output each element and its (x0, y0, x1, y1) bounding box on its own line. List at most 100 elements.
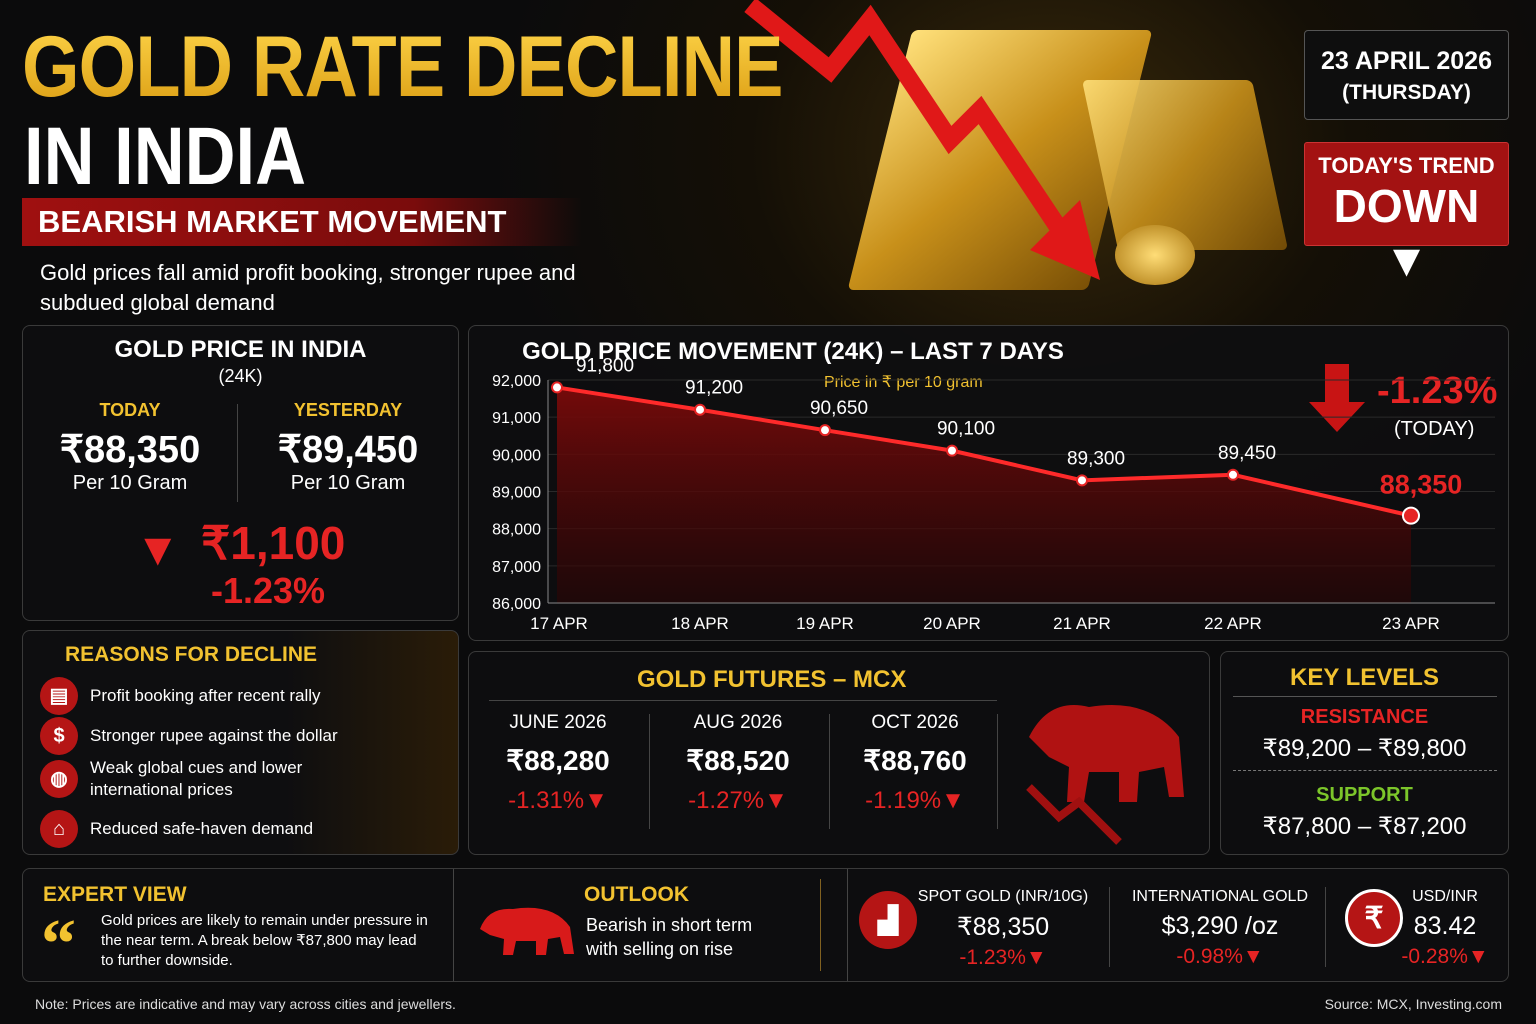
footer-source: Source: MCX, Investing.com (1324, 996, 1502, 1012)
footer-note: Note: Prices are indicative and may vary… (35, 996, 456, 1012)
data-label: 89,300 (1067, 448, 1125, 469)
trend-box: TODAY'S TREND DOWN ▼ (1304, 142, 1509, 286)
stat-item: SPOT GOLD (INR/10G) ₹88,350 -1.23%▼ (908, 888, 1098, 970)
down-arrow-icon (744, 0, 1100, 280)
quote-icon: “ (41, 906, 76, 983)
data-point (946, 444, 958, 457)
x-tick-label: 23 APR (1382, 614, 1440, 633)
future-change: -1.19%▼ (865, 787, 965, 814)
key-levels-title: KEY LEVELS (1290, 664, 1439, 691)
stat-item: INTERNATIONAL GOLD $3,290 /oz -0.98%▼ (1120, 888, 1320, 969)
date-box: 23 APRIL 2026 (THURSDAY) (1304, 30, 1509, 120)
future-name: AUG 2026 (693, 712, 783, 733)
stat-change: -1.23%▼ (959, 946, 1047, 969)
y-tick-label: 89,000 (492, 485, 541, 502)
x-tick-label: 20 APR (923, 614, 981, 633)
bottom-panel: EXPERT VIEW “ Gold prices are likely to … (22, 868, 1509, 983)
y-tick-label: 87,000 (492, 559, 541, 576)
expert-text: Gold prices are likely to remain under p… (101, 912, 428, 969)
chart-down-icon: ▤ (40, 677, 78, 715)
reason-text: Profit booking after recent rally (90, 686, 321, 705)
reason-item: ◍ Weak global cues and lower internationa… (40, 757, 340, 801)
future-value: ₹88,280 (506, 745, 610, 776)
chart-subtitle: Price in ₹ per 10 gram (824, 374, 983, 391)
data-point (551, 381, 563, 394)
key-levels-panel: KEY LEVELS RESISTANCE ₹89,200 – ₹89,800 … (1220, 651, 1509, 855)
bear-icon (480, 907, 574, 955)
subtitle: Gold prices fall amid profit booking, st… (40, 260, 576, 315)
future-value: ₹88,520 (686, 745, 790, 776)
rupee-icon: ₹ (1345, 889, 1403, 947)
yesterday-label: YESTERDAY (293, 400, 403, 420)
change-percent: -1.23% (211, 570, 326, 611)
stat-value: ₹88,350 (956, 913, 1050, 941)
reason-item: $ Stronger rupee against the dollar (40, 717, 340, 755)
trend-value: DOWN ▼ (1333, 180, 1480, 286)
future-name: JUNE 2026 (509, 712, 607, 733)
data-point (1402, 506, 1420, 525)
expert-title: EXPERT VIEW (43, 883, 187, 906)
day: (THURSDAY) (1342, 81, 1471, 104)
globe-icon: ◍ (40, 760, 78, 798)
future-name: OCT 2026 (871, 712, 959, 733)
change-value: ₹1,100 (201, 517, 346, 569)
today-unit: Per 10 Gram (72, 472, 188, 494)
reasons-title: REASONS FOR DECLINE (65, 643, 318, 666)
today-price: ₹88,350 (59, 429, 201, 471)
date: 23 APRIL 2026 (1321, 47, 1492, 75)
future-change: -1.31%▼ (508, 787, 608, 814)
outlook-title: OUTLOOK (584, 883, 689, 906)
future-item: JUNE 2026 ₹88,280 -1.31%▼ (473, 712, 643, 815)
data-label: 91,800 (576, 355, 634, 376)
future-item: OCT 2026 ₹88,760 -1.19%▼ (830, 712, 1000, 815)
data-label: 90,650 (810, 398, 868, 419)
y-tick-label: 91,000 (492, 410, 541, 427)
y-tick-label: 88,000 (492, 522, 541, 539)
future-change: -1.27%▼ (688, 787, 788, 814)
y-tick-label: 86,000 (492, 596, 541, 613)
reasons-panel: REASONS FOR DECLINE (22, 630, 459, 855)
y-tick-label: 90,000 (492, 447, 541, 464)
stat-label: INTERNATIONAL GOLD (1131, 888, 1309, 905)
future-item: AUG 2026 ₹88,520 -1.27%▼ (653, 712, 823, 815)
data-label: 91,200 (685, 378, 743, 399)
dollar-icon: $ (40, 717, 78, 755)
down-triangle-icon: ▼ (135, 523, 181, 575)
yesterday-unit: Per 10 Gram (290, 472, 406, 494)
trend-label: TODAY'S TREND (1318, 153, 1495, 178)
support-label: SUPPORT (1316, 784, 1413, 806)
data-point (1076, 474, 1088, 487)
chart-annotation-value: -1.23% (1377, 370, 1498, 412)
outlook-text: Bearish in short term with selling on ri… (586, 915, 753, 959)
support-value: ₹87,800 – ₹87,200 (1262, 813, 1467, 840)
x-tick-label: 21 APR (1053, 614, 1111, 633)
futures-panel: GOLD FUTURES – MCX (468, 651, 1210, 855)
data-label: 88,350 (1380, 470, 1463, 500)
banner: BEARISH MARKET MOVEMENT (22, 198, 582, 246)
stat-value: 83.42 (1413, 912, 1477, 940)
resistance-value: ₹89,200 – ₹89,800 (1262, 735, 1467, 762)
bear-icon (1026, 705, 1184, 845)
future-value: ₹88,760 (863, 745, 967, 776)
stat-change: -0.98%▼ (1176, 945, 1264, 968)
bank-icon: ⌂ (40, 810, 78, 848)
futures-title: GOLD FUTURES – MCX (637, 666, 907, 693)
reason-text: Weak global cues and lower international… (90, 758, 303, 799)
x-tick-label: 18 APR (671, 614, 729, 633)
chart-up-icon: ▟ (859, 891, 917, 949)
x-tick-label: 19 APR (796, 614, 854, 633)
stat-label: SPOT GOLD (INR/10G) (917, 888, 1089, 905)
today-label: TODAY (99, 400, 161, 420)
chart-annotation-label: (TODAY) (1394, 418, 1475, 440)
y-tick-label: 92,000 (492, 373, 541, 390)
data-point (1227, 468, 1239, 481)
page-title: GOLD RATE DECLINE (22, 19, 783, 115)
resistance-label: RESISTANCE (1300, 706, 1429, 728)
reason-item: ▤ Profit booking after recent rally (40, 677, 340, 715)
down-arrow-icon (1309, 364, 1365, 432)
x-tick-label: 17 APR (530, 614, 588, 633)
area-fill (557, 387, 1411, 603)
stat-value: $3,290 /oz (1161, 912, 1279, 940)
data-point (694, 403, 706, 416)
data-point (819, 424, 831, 437)
